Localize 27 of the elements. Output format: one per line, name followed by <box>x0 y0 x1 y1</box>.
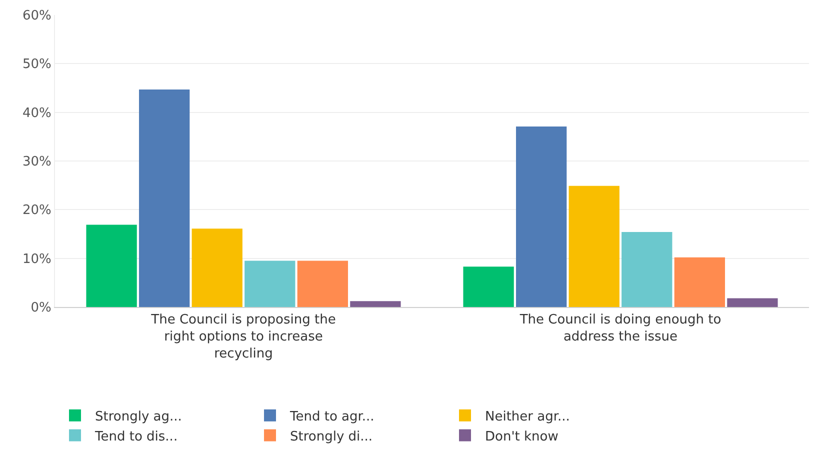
y-tick-label: 40% <box>22 106 52 121</box>
bar <box>727 298 778 307</box>
legend-label: Strongly ag... <box>95 409 182 424</box>
legend-label: Tend to dis... <box>94 429 178 444</box>
y-tick-label: 10% <box>22 252 52 267</box>
bar <box>192 228 242 307</box>
bar <box>86 224 137 307</box>
bar <box>350 301 401 307</box>
y-tick-label: 30% <box>22 154 52 170</box>
bar <box>622 232 672 307</box>
bar <box>297 260 348 307</box>
x-tick-label: The Council is doing enough to address the issue <box>518 312 722 344</box>
bar <box>568 186 620 307</box>
bar <box>244 260 296 307</box>
legend-label: Strongly di... <box>290 429 373 444</box>
legend-label: Don't know <box>485 429 559 444</box>
y-tick-label: 50% <box>22 57 52 72</box>
legend-label: Neither agr... <box>485 409 570 424</box>
legend-label: Tend to agr... <box>289 409 374 424</box>
y-tick-label: 20% <box>22 203 52 218</box>
y-tick-label: 60% <box>22 8 52 24</box>
bar <box>139 89 190 307</box>
x-tick-label: The Council is proposing the right options to increase recycling <box>150 312 336 362</box>
bar <box>674 257 725 307</box>
bar <box>516 126 567 307</box>
y-tick-label: 0% <box>30 300 52 316</box>
bar <box>463 266 514 307</box>
